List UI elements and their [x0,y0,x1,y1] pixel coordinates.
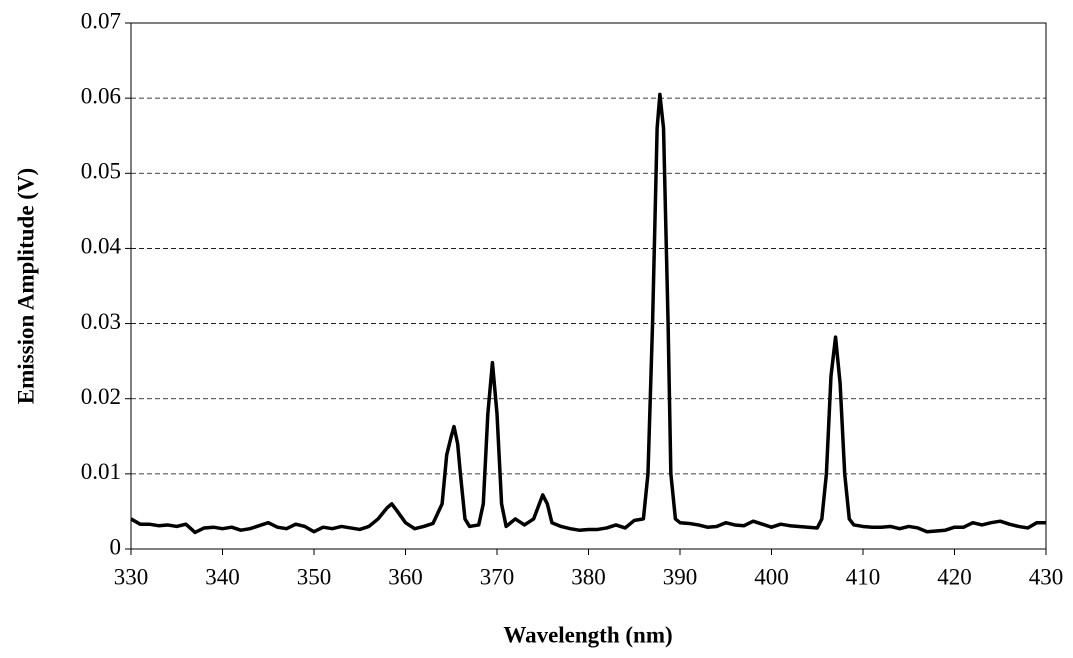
y-tick-label: 0.06 [81,83,121,108]
x-tick-label: 370 [480,564,515,589]
y-tick-label: 0.07 [81,8,121,33]
x-tick-label: 430 [1029,564,1064,589]
x-tick-label: 330 [114,564,149,589]
x-tick-label: 410 [846,564,881,589]
x-tick-label: 340 [205,564,240,589]
y-tick-label: 0.04 [81,234,122,259]
x-tick-label: 400 [754,564,789,589]
y-tick-label: 0.05 [81,159,121,184]
y-tick-label: 0.02 [81,384,121,409]
y-tick-label: 0.03 [81,309,121,334]
x-tick-label: 420 [937,564,972,589]
y-tick-label: 0.01 [81,459,121,484]
x-tick-label: 350 [297,564,332,589]
x-axis-title: Wavelength (nm) [503,622,672,647]
y-axis-title: Emission Amplitude (V) [13,168,38,404]
plot-frame [130,22,1047,550]
x-tick-label: 380 [571,564,606,589]
x-tick-label: 360 [388,564,423,589]
y-tick-label: 0 [110,534,122,559]
data-line [130,92,1046,535]
x-tick-label: 390 [663,564,698,589]
